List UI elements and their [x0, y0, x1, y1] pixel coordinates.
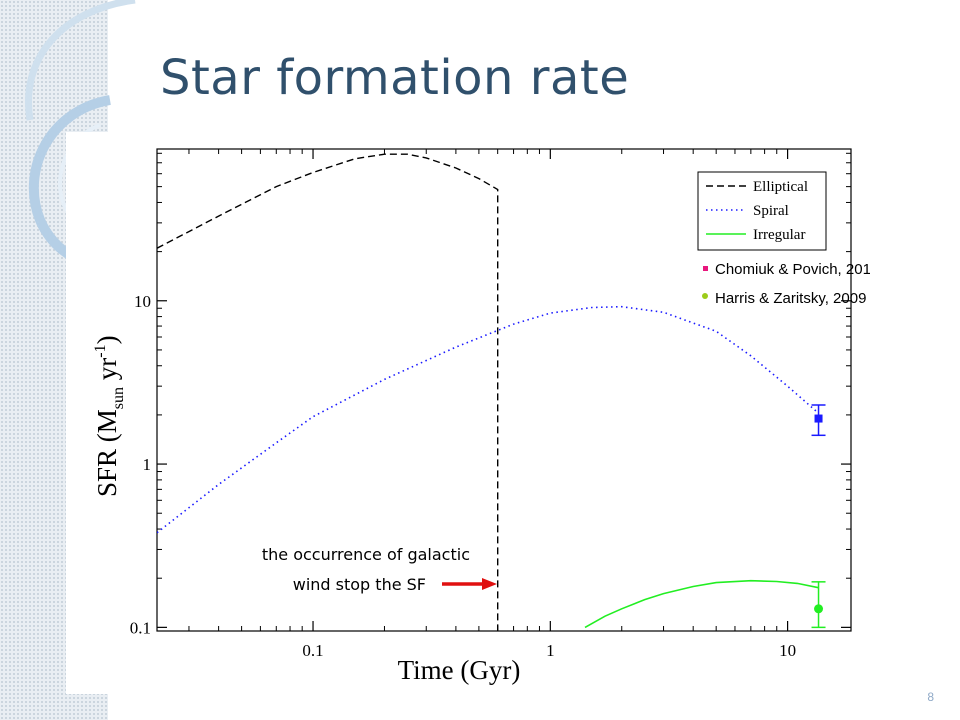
y-tick-label: 10: [134, 292, 151, 311]
y-tick-label: 1: [143, 455, 152, 474]
reference-bullet-square: [703, 266, 708, 271]
observation-circle-marker: [814, 604, 824, 614]
reference-harris: Harris & Zaritsky, 2009: [715, 290, 866, 307]
x-tick-label: 10: [779, 641, 796, 660]
y-axis-label-main: SFR (M: [92, 409, 122, 497]
x-tick-label: 1: [546, 641, 555, 660]
y-axis-label-unit: yr: [92, 358, 122, 387]
series-irregular-line: [584, 579, 819, 629]
series-elliptical-line: [157, 153, 499, 631]
x-axis-label: Time (Gyr): [398, 655, 521, 685]
y-tick-label: 0.1: [130, 618, 151, 637]
series-spiral-line: [157, 305, 820, 534]
legend-label-spiral: Spiral: [753, 203, 789, 219]
y-axis-label-superscript: -1: [92, 344, 109, 357]
y-axis-label: SFR (Msun yr-1): [92, 335, 127, 497]
slide-number: 8: [927, 690, 934, 704]
legend-label-elliptical: Elliptical: [753, 179, 808, 195]
reference-bullet-dot: [702, 293, 708, 299]
annotation-line-1: the occurrence of galactic: [262, 545, 470, 564]
y-axis-label-subscript: sun: [110, 387, 127, 409]
legend-box: [697, 171, 827, 251]
y-axis-label-close: ): [92, 335, 122, 344]
plot-frame: [156, 148, 852, 632]
slide-title: Star formation rate: [160, 50, 630, 106]
legend-label-irregular: Irregular: [753, 227, 805, 243]
figure-panel: 0.1 1 10 0.1 1 10 Time (Gyr) SFR (Msun yr-1) Ell…: [66, 132, 870, 694]
reference-chomiuk: Chomiuk & Povich, 2011: [715, 261, 870, 278]
observation-square-marker: [814, 414, 823, 423]
annotation-line-2: wind stop the SF: [293, 575, 426, 594]
annotation-arrow-head: [482, 578, 497, 590]
sfr-chart: 0.1 1 10 0.1 1 10 Time (Gyr) SFR (Msun yr-1) Ell…: [92, 148, 870, 685]
x-tick-label: 0.1: [302, 641, 323, 660]
